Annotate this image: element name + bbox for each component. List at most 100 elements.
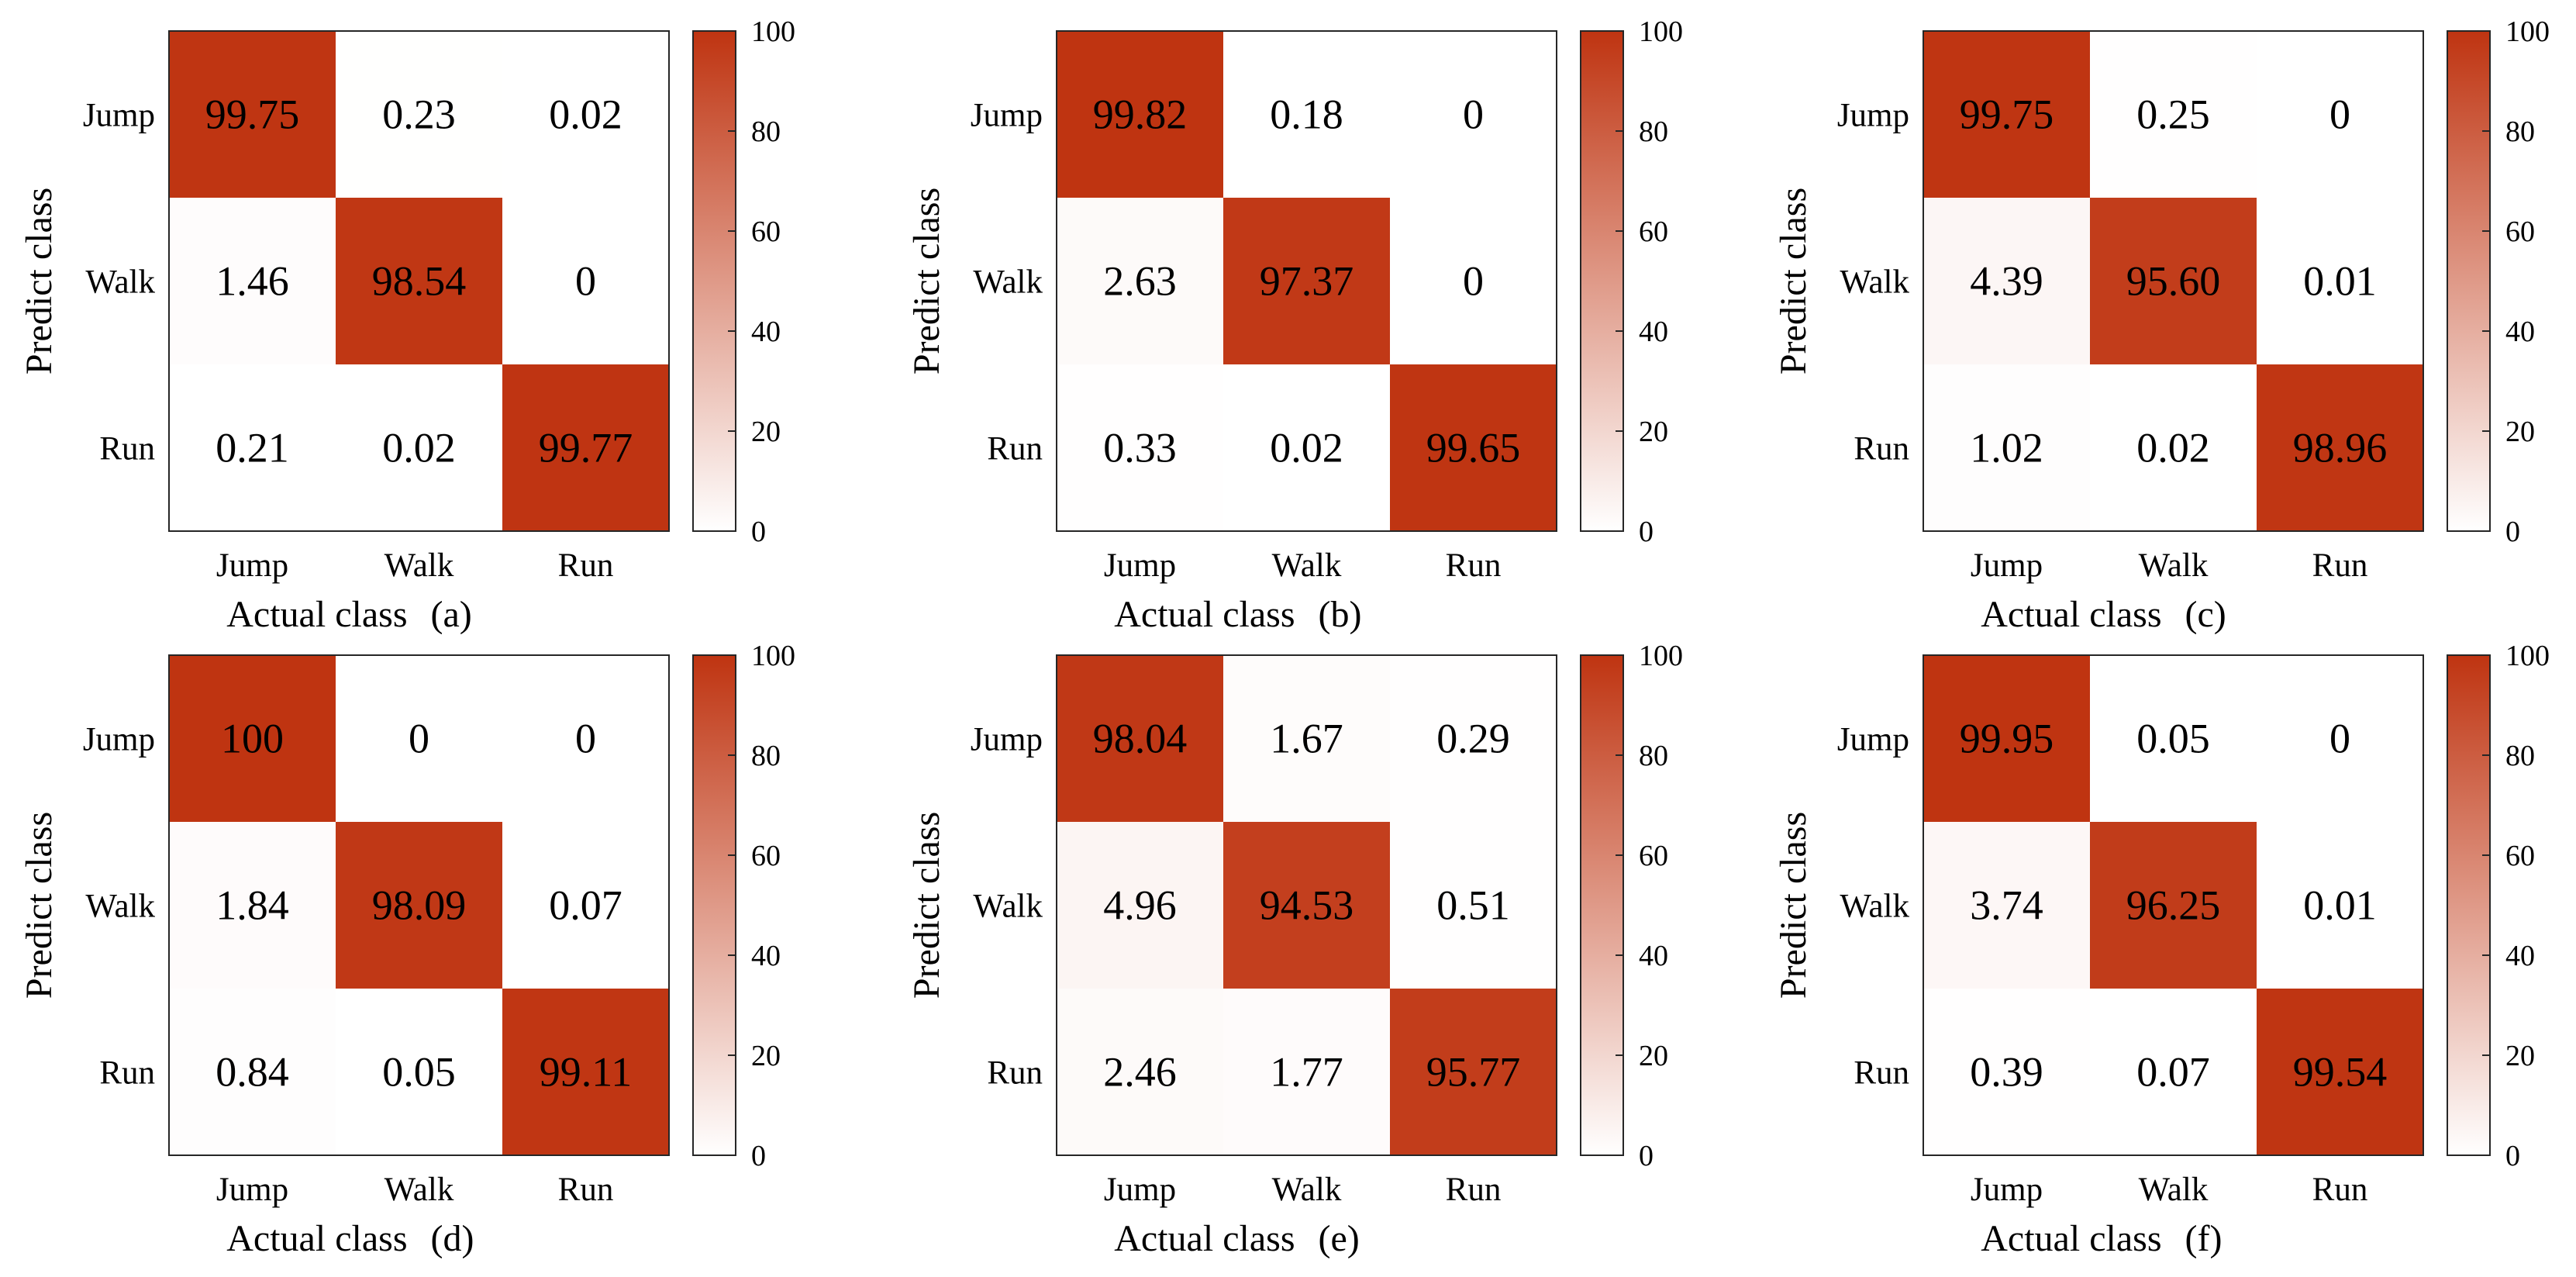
colorbar [2447,30,2491,532]
heatmap-cell [2090,31,2257,198]
cell-value-label: 1.46 [216,258,289,305]
plot-frame [1923,654,2424,1156]
colorbar-tick-label: 60 [2505,216,2535,248]
heatmap-cell [336,198,502,364]
heatmap-cell [1057,364,1223,531]
confusion-matrix-panel-6: 99.95 0.05 0 3.74 96.25 0.01 0.39 0.07 99.54 Jump… [1773,640,2550,1259]
colorbar-tick-label: 60 [1639,216,1668,248]
x-tick-label: Jump [1971,547,2043,584]
x-tick-label: Walk [2139,547,2209,584]
colorbar-tick-label: 60 [751,840,781,872]
panel-tag: (a) [431,594,472,635]
cell-value-label: 94.53 [1260,882,1354,929]
heatmap-cell [1223,198,1390,364]
cell-value-label: 100 [221,716,284,762]
colorbar-tick-label: 0 [751,516,766,548]
heatmap-cell [1390,31,1557,198]
colorbar-tick-label: 20 [1639,1040,1668,1072]
colorbar-tick-label: 0 [1639,516,1654,548]
colorbar-tick-label: 100 [1639,640,1683,672]
cell-value-label: 98.96 [2293,425,2388,471]
heatmap-cell [336,364,502,531]
panel-tag: (d) [431,1218,474,1259]
x-axis-label: Actual class [226,1218,407,1259]
cell-value-label: 0.02 [1270,425,1343,471]
heatmap-cell [1923,198,2090,364]
cell-value-label: 0.02 [382,425,456,471]
y-tick-label: Jump [83,722,155,758]
y-tick-label: Jump [1837,722,1909,758]
plot-frame [168,30,670,532]
colorbar-tick-label: 80 [1639,740,1668,772]
colorbar-tick-label: 60 [1639,840,1668,872]
cell-value-label: 1.02 [1970,425,2043,471]
cell-value-label: 99.75 [1960,91,2054,138]
y-axis-label: Predict class [19,812,60,999]
x-tick-label: Walk [2139,1172,2209,1208]
panel-tag: (f) [2185,1218,2223,1259]
colorbar-tick-label: 100 [751,640,795,672]
colorbar-tick-label: 20 [2505,416,2535,448]
colorbar-tick-label: 80 [751,740,781,772]
colorbar-tick-label: 20 [751,1040,781,1072]
plot-frame [1923,30,2424,532]
y-tick-label: Jump [83,98,155,134]
colorbar-tick-label: 40 [751,316,781,348]
cell-value-label: 0.29 [1436,716,1510,762]
heatmap-cell [336,822,502,989]
cell-value-label: 0.07 [2136,1049,2210,1096]
heatmap-cell [169,364,336,531]
heatmap-cell [2090,198,2257,364]
heatmap-cell [1390,822,1557,989]
heatmap-cell [2257,198,2423,364]
x-tick-label: Run [2312,547,2368,584]
colorbar-tick-label: 80 [751,116,781,148]
heatmap-cell [1057,822,1223,989]
x-tick-label: Run [2312,1172,2368,1208]
heatmap-cell [2090,822,2257,989]
x-axis-label: Actual class [226,594,407,635]
cell-value-label: 95.60 [2126,258,2221,305]
heatmap-cell [169,989,336,1155]
colorbar [2447,654,2491,1156]
colorbar [692,30,736,532]
cell-value-label: 0.02 [2136,425,2210,471]
colorbar-tick-label: 100 [1639,16,1683,48]
cell-value-label: 1.67 [1270,716,1343,762]
colorbar-tick-label: 20 [2505,1040,2535,1072]
cell-value-label: 0.84 [216,1049,289,1096]
cell-value-label: 0 [409,716,429,762]
heatmap-cell [502,198,669,364]
heatmap-cell [169,822,336,989]
cell-value-label: 0.07 [549,882,622,929]
cell-value-label: 0.39 [1970,1049,2043,1096]
cell-value-label: 0.21 [216,425,289,471]
cell-value-label: 99.11 [540,1049,633,1096]
panel-tag: (e) [1319,1218,1360,1259]
cell-value-label: 0 [2329,91,2350,138]
heatmap-cell [1057,989,1223,1155]
colorbar-tick-label: 100 [2505,16,2550,48]
heatmap-cell [1390,198,1557,364]
heatmap-cell [1390,364,1557,531]
cell-value-label: 99.82 [1093,91,1188,138]
heatmap-cell [1923,364,2090,531]
cell-value-label: 97.37 [1260,258,1354,305]
cell-value-label: 99.65 [1426,425,1521,471]
cell-value-label: 0.51 [1436,882,1510,929]
heatmap-cell [1390,655,1557,822]
x-axis-label: Actual class [1114,594,1295,635]
heatmap-cell [336,989,502,1155]
colorbar-tick-label: 20 [751,416,781,448]
y-tick-label: Walk [1840,264,1909,301]
colorbar-tick-label: 20 [1639,416,1668,448]
colorbar-tick-label: 40 [1639,316,1668,348]
cell-value-label: 95.77 [1426,1049,1521,1096]
colorbar [692,654,736,1156]
y-tick-label: Run [99,431,155,468]
confusion-matrix-panel-3: 99.75 0.25 0 4.39 95.60 0.01 1.02 0.02 98.96 Jump… [1773,16,2550,635]
heatmap-cell [502,822,669,989]
x-axis-label: Actual class [1981,594,2161,635]
cell-value-label: 2.46 [1103,1049,1177,1096]
